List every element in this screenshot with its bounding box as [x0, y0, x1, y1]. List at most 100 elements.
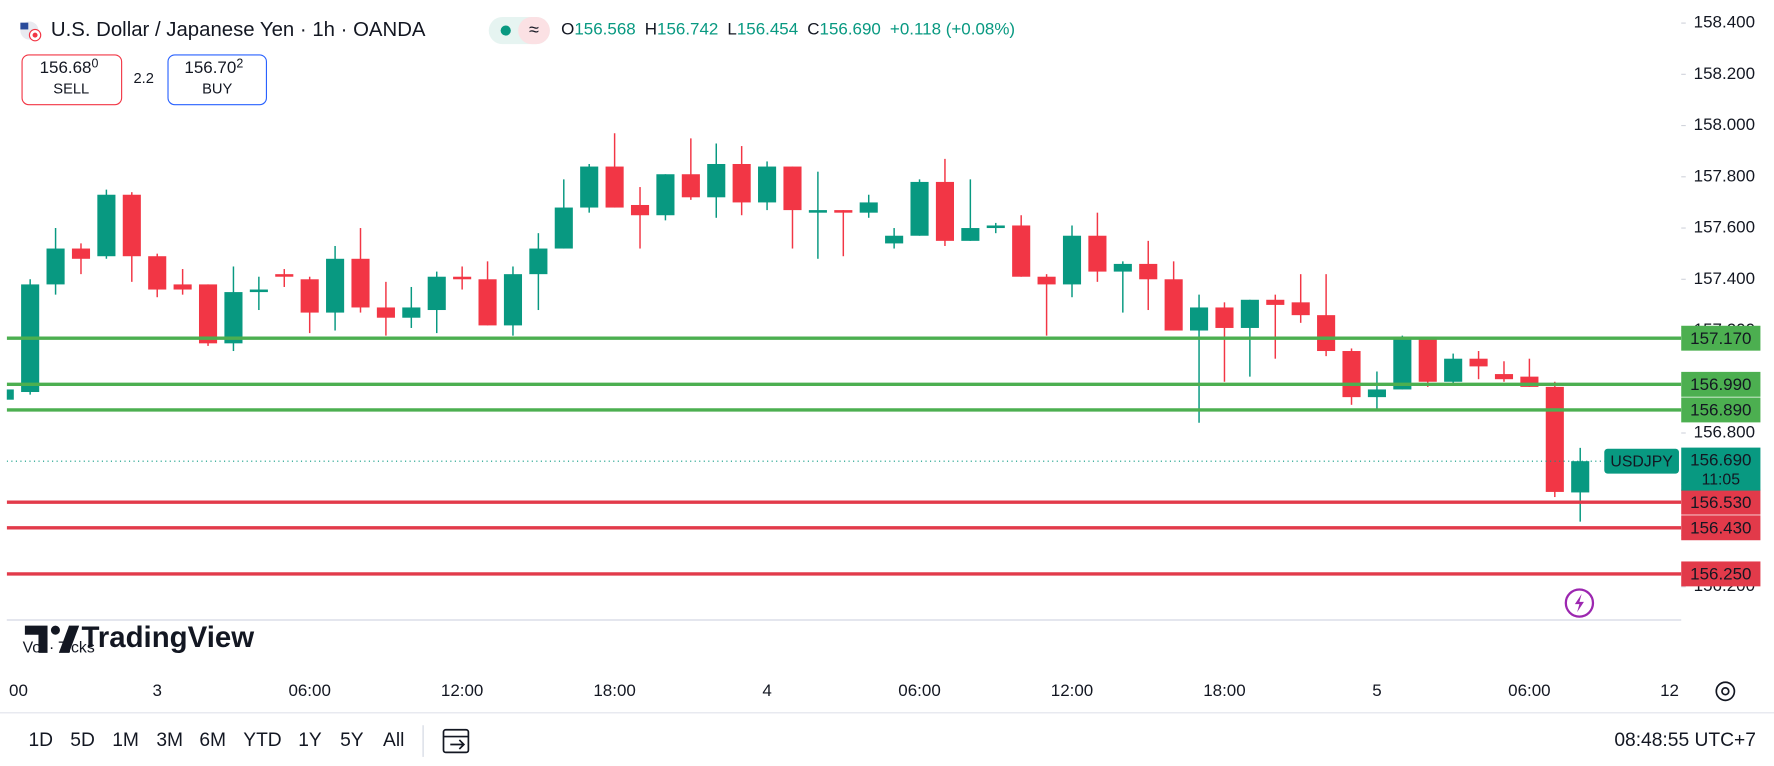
buy-pip: 2 [236, 57, 243, 71]
level-label: 157.170 [1690, 329, 1751, 348]
buy-button[interactable]: 156.702 BUY [167, 54, 268, 106]
candle-body [6, 389, 14, 400]
candle-body [758, 166, 777, 203]
sell-pip: 0 [92, 57, 99, 71]
candle-body [427, 276, 446, 311]
range-button[interactable]: 1M [112, 730, 139, 751]
candle-body [1215, 307, 1234, 328]
ohlc-change: +0.118 (+0.08%) [890, 20, 1015, 39]
candle-body [1342, 351, 1361, 398]
candle-body [71, 248, 91, 259]
sell-button[interactable]: 156.680 SELL [21, 54, 123, 106]
symbol-flag [20, 21, 42, 42]
plot-area [6, 133, 1682, 576]
range-button[interactable]: All [383, 730, 404, 751]
svg-text:≈: ≈ [529, 19, 539, 39]
candle-body [376, 307, 395, 318]
candle-body [605, 166, 624, 208]
y-tick-label: 158.400 [1694, 13, 1755, 32]
candle-body [1190, 307, 1209, 331]
x-tick-label: 12:00 [1051, 681, 1093, 700]
ohlc-key: O [561, 20, 574, 39]
x-tick-label: 5 [1372, 681, 1381, 700]
svg-text:156.680: 156.680 [40, 57, 99, 78]
candle-body [885, 235, 904, 244]
candle-body [1062, 235, 1082, 285]
symbol-tag [1604, 448, 1679, 474]
candle-body [300, 279, 319, 313]
symbol-title[interactable]: U.S. Dollar / Japanese Yen · 1h · OANDA [51, 19, 426, 41]
range-button[interactable]: 1D [28, 730, 53, 751]
candle-body [224, 292, 243, 344]
level-tag [1681, 371, 1761, 397]
range-button[interactable]: YTD [243, 730, 281, 751]
candle-body [1444, 358, 1463, 382]
x-tick-label: 3 [152, 681, 161, 700]
candle-body [656, 174, 675, 216]
candle-body [1317, 315, 1336, 352]
candle-body [326, 258, 345, 313]
x-tick-label: 00 [9, 681, 28, 700]
candle-body [961, 228, 980, 241]
candle-body [1164, 279, 1183, 331]
range-button[interactable]: 6M [199, 730, 226, 751]
candle-body [402, 307, 421, 318]
level-tag [1681, 561, 1761, 587]
ohlc-value: 156.690 [820, 20, 881, 39]
ohlc-legend: O156.568 H156.742 L156.454 C156.690 +0.118 (… [561, 20, 1015, 39]
candle-body [1012, 225, 1031, 277]
candle-body [732, 163, 751, 203]
level-label: 156.890 [1690, 401, 1751, 420]
candle-body [1088, 235, 1107, 272]
range-toolbar: 1D 5D 1M 3M 6M YTD 1Y 5Y All [28, 730, 404, 751]
sell-label: SELL [53, 81, 89, 97]
spread: 2.2 [133, 71, 153, 87]
candle-body [97, 194, 116, 257]
level-tag [1681, 397, 1761, 423]
range-button[interactable]: 3M [156, 730, 183, 751]
candle-body [935, 181, 955, 241]
candle-body [503, 274, 523, 326]
candle-body [478, 279, 497, 326]
ohlc-value: 156.742 [657, 20, 718, 39]
candle-body [148, 256, 167, 290]
candle-body [1545, 386, 1564, 492]
range-button[interactable]: 1Y [298, 730, 322, 751]
level-tag [1681, 515, 1761, 541]
x-tick-label: 4 [762, 681, 771, 700]
candle-body [1037, 276, 1056, 285]
candle-body [834, 210, 853, 213]
settings-icon[interactable] [1715, 681, 1736, 702]
y-tick-label: 157.400 [1694, 269, 1755, 288]
level-label: 156.250 [1690, 565, 1751, 584]
svg-text:156.702: 156.702 [184, 57, 243, 78]
y-tick-label: 157.800 [1694, 166, 1755, 185]
candle-body [529, 248, 548, 275]
candle-body [1418, 338, 1437, 382]
tradingview-logo[interactable]: TradingView [24, 621, 254, 654]
countdown: 11:05 [1702, 472, 1741, 489]
buy-price: 156.70 [184, 59, 236, 78]
candle-body [275, 274, 294, 277]
alert-icon[interactable] [1564, 588, 1595, 618]
clock[interactable]: 08:48:55 UTC+7 [1614, 730, 1756, 751]
level-label: 156.530 [1690, 493, 1751, 512]
range-button[interactable]: 5Y [340, 730, 364, 751]
candle-body [1393, 338, 1412, 390]
y-tick-label: 156.800 [1694, 422, 1755, 441]
market-status[interactable]: ≈ [488, 16, 550, 45]
ohlc-key: H [645, 20, 657, 39]
candle-body [707, 163, 726, 198]
symbol-label: USDJPY [1610, 454, 1673, 471]
y-tick-label: 157.600 [1694, 218, 1755, 237]
x-tick-label: 06:00 [1508, 681, 1550, 700]
range-button[interactable]: 5D [70, 730, 95, 751]
goto-date-icon[interactable] [442, 728, 470, 754]
candle-body [122, 194, 141, 257]
last-price-tag [1681, 447, 1761, 491]
candle-body [173, 284, 192, 290]
candle-body [1367, 389, 1386, 398]
candle-body [1520, 376, 1539, 387]
